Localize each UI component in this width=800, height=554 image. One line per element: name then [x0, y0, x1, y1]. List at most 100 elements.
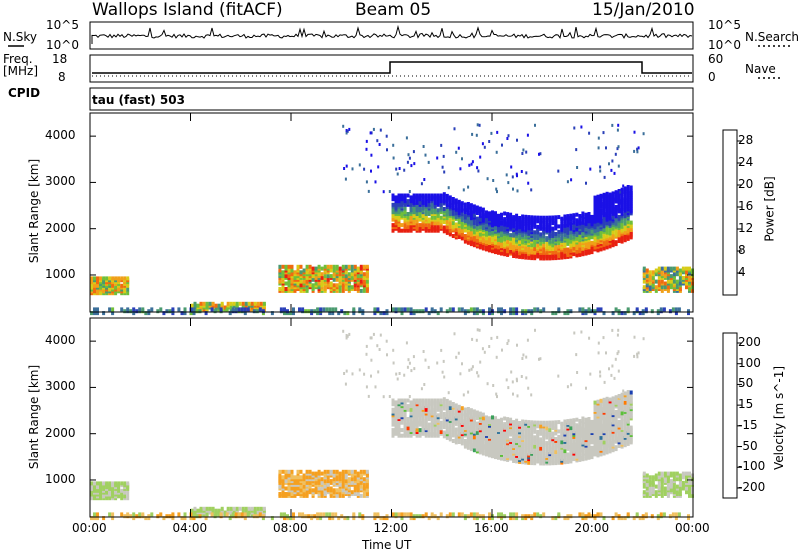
power-cell	[427, 193, 431, 198]
power-cell	[616, 128, 619, 132]
power-cell	[534, 123, 536, 127]
power-cell	[235, 301, 239, 306]
power-cell	[376, 139, 379, 143]
velocity-cell	[259, 506, 263, 511]
power-cell	[488, 140, 491, 143]
power-cell	[675, 266, 679, 271]
power-cell	[663, 274, 667, 279]
power-cell	[379, 128, 382, 132]
velocity-cell	[93, 516, 96, 521]
power-cell	[278, 264, 282, 269]
velocity-cell	[311, 471, 315, 476]
power-cell	[503, 211, 507, 216]
velocity-cell	[545, 441, 549, 446]
velocity-cell	[654, 473, 658, 478]
power-cell	[463, 206, 467, 211]
velocity-cell	[421, 418, 425, 423]
power-cell	[421, 206, 425, 211]
power-cell	[599, 208, 603, 213]
velocity-cell	[448, 433, 452, 438]
velocity-cell	[566, 439, 570, 444]
velocity-cell	[283, 516, 286, 521]
velocity-cell	[675, 477, 679, 482]
power-cell	[496, 130, 499, 134]
velocity-cell	[503, 514, 507, 519]
power-cell	[557, 169, 560, 173]
velocity-cell	[290, 469, 294, 474]
power-cell	[460, 206, 464, 211]
velocity-cell	[545, 450, 549, 455]
power-cell	[424, 193, 428, 198]
velocity-cell	[430, 430, 434, 434]
power-cell	[557, 215, 561, 220]
velocity-cell	[497, 426, 500, 431]
velocity-cell	[409, 420, 413, 425]
velocity-cell	[545, 446, 549, 451]
velocity-cell	[406, 430, 410, 434]
velocity-cell	[244, 506, 248, 511]
velocity-cell	[427, 422, 431, 427]
power-cell	[162, 311, 166, 316]
velocity-cell	[509, 447, 513, 452]
power-cell	[637, 146, 640, 150]
velocity-cell	[614, 410, 618, 414]
power-cell	[370, 169, 372, 173]
power-cell	[332, 268, 336, 273]
velocity-cell	[436, 516, 440, 521]
velocity-cell	[241, 506, 245, 511]
power-cell	[569, 248, 573, 253]
velocity-cell	[551, 420, 555, 425]
power-cell	[400, 307, 404, 312]
power-cell	[138, 307, 142, 312]
velocity-cell	[469, 441, 473, 446]
velocity-cell	[469, 413, 473, 418]
power-cell	[223, 305, 227, 310]
velocity-cell	[536, 420, 540, 425]
velocity-cell	[323, 469, 327, 474]
velocity-cell	[599, 512, 603, 517]
velocity-cell	[660, 477, 664, 482]
power-cell	[548, 239, 552, 244]
power-cell	[539, 232, 543, 237]
power-cell	[338, 277, 342, 282]
power-cell	[279, 307, 283, 312]
power-cell	[578, 238, 582, 243]
velocity-cell	[518, 450, 522, 455]
velocity-cell	[427, 407, 431, 412]
velocity-cell	[675, 484, 679, 489]
velocity-cell	[391, 407, 395, 412]
power-cell	[329, 274, 333, 279]
power-cell	[518, 236, 522, 241]
velocity-cell	[252, 514, 256, 519]
velocity-cell	[406, 420, 410, 425]
velocity-cell	[326, 479, 330, 484]
power-cell	[675, 272, 679, 277]
power-cell	[617, 239, 621, 243]
velocity-cell	[657, 471, 661, 476]
velocity-cell	[433, 398, 437, 403]
velocity-cell	[478, 419, 482, 423]
velocity-cell	[400, 516, 404, 521]
power-cell	[394, 215, 398, 220]
velocity-cell	[506, 424, 510, 429]
power-cell	[590, 240, 594, 245]
velocity-cell	[400, 398, 404, 403]
power-cell	[329, 264, 333, 269]
velocity-cell	[430, 398, 434, 403]
power-cell	[635, 307, 639, 312]
velocity-cell	[192, 512, 196, 517]
velocity-cell	[439, 512, 443, 517]
power-cell	[491, 236, 494, 241]
power-cell	[217, 303, 221, 308]
power-cell	[608, 192, 612, 197]
velocity-cell	[527, 451, 531, 456]
power-cell	[566, 214, 570, 219]
power-cell	[620, 311, 624, 316]
power-cell	[614, 195, 618, 200]
velocity-cell	[391, 512, 395, 517]
velocity-cell	[642, 490, 646, 495]
power-cell	[688, 266, 691, 271]
velocity-cell	[575, 417, 579, 422]
velocity-cell	[578, 512, 582, 517]
velocity-cell	[623, 426, 627, 431]
